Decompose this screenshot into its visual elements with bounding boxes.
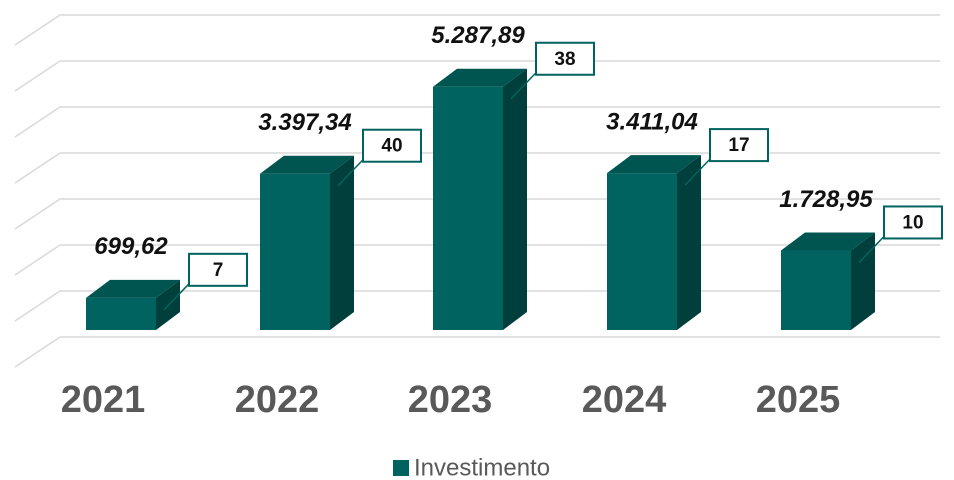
- callout-leader: [684, 158, 711, 186]
- callout-count: 7: [213, 260, 224, 281]
- bar-top: [86, 279, 180, 298]
- bar-front: [607, 173, 677, 330]
- callout-box: [709, 128, 769, 163]
- bar: [260, 155, 354, 330]
- callout-box: [883, 205, 943, 240]
- legend-swatch: [393, 460, 409, 476]
- value-label: 3.397,34: [258, 109, 351, 136]
- bar-front: [433, 86, 503, 331]
- bar-front: [781, 250, 851, 330]
- grid-line: [14, 106, 940, 138]
- grid-line: [14, 336, 940, 368]
- bar: [433, 68, 527, 331]
- value-label: 5.287,89: [431, 22, 525, 49]
- callout-count: 38: [554, 49, 575, 70]
- callout-count: 17: [728, 135, 749, 156]
- callout-box: [362, 128, 422, 163]
- callout-leader: [858, 235, 885, 263]
- callout-leader: [163, 283, 190, 311]
- x-tick-label: 2024: [582, 379, 667, 421]
- grid-line: [14, 152, 940, 184]
- bar-top: [607, 155, 701, 174]
- bar-top: [260, 155, 354, 174]
- x-tick-label: 2021: [61, 379, 146, 421]
- value-label: 3.411,04: [606, 108, 698, 135]
- bar-top: [433, 68, 527, 87]
- bar: [86, 279, 180, 330]
- grid-line: [14, 60, 940, 92]
- callout-leader: [337, 159, 364, 187]
- bar-side: [330, 155, 354, 330]
- bar-side: [677, 155, 701, 330]
- bar-side: [503, 68, 527, 331]
- bar-side: [851, 232, 875, 330]
- x-tick-label: 2025: [756, 379, 841, 421]
- x-tick-label: 2023: [408, 379, 493, 421]
- callout-box: [535, 41, 595, 76]
- bar-top: [781, 232, 875, 251]
- value-label: 1.728,95: [779, 186, 873, 213]
- bar-front: [260, 173, 330, 330]
- legend-label: Investimento: [414, 454, 550, 480]
- callout-leader: [510, 72, 537, 100]
- callout-count: 40: [381, 136, 402, 157]
- bar-front: [86, 297, 156, 330]
- value-label: 699,62: [94, 233, 168, 260]
- x-tick-label: 2022: [235, 379, 320, 421]
- bar: [607, 155, 701, 330]
- callout-box: [188, 252, 248, 287]
- bar: [781, 232, 875, 330]
- grid-line: [14, 14, 940, 46]
- callout-count: 10: [902, 212, 923, 233]
